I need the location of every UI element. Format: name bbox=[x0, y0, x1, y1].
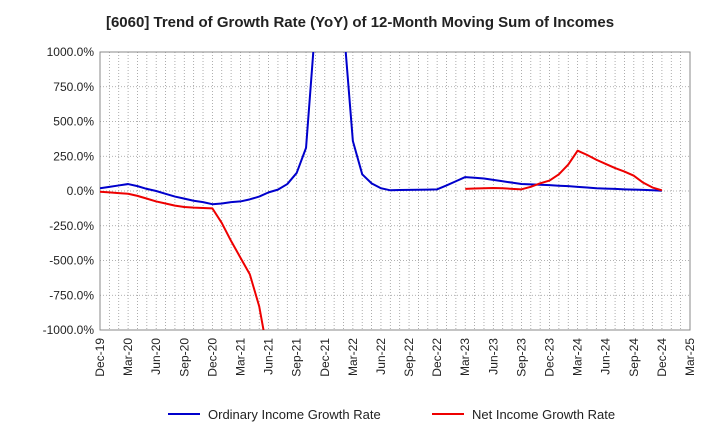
x-tick-label: Jun-21 bbox=[262, 338, 276, 375]
series-layer bbox=[100, 52, 663, 330]
y-tick-label: 500.0% bbox=[53, 115, 94, 129]
legend-label: Ordinary Income Growth Rate bbox=[208, 407, 381, 422]
x-tick-label: Sep-22 bbox=[402, 338, 416, 377]
x-tick-label: Mar-22 bbox=[346, 338, 360, 376]
x-tick-label: Mar-23 bbox=[458, 338, 472, 376]
chart-title: [6060] Trend of Growth Rate (YoY) of 12-… bbox=[105, 14, 615, 31]
x-tick-label: Sep-21 bbox=[290, 338, 304, 377]
x-tick-label: Jun-24 bbox=[599, 338, 613, 375]
x-tick-label: Jun-20 bbox=[149, 338, 163, 375]
x-tick-label: Jun-23 bbox=[486, 338, 500, 375]
x-tick-label: Mar-20 bbox=[121, 338, 135, 376]
plot-area-frame bbox=[99, 51, 691, 331]
y-tick-label: 0.0% bbox=[67, 184, 95, 198]
x-tick-label: Sep-24 bbox=[627, 338, 641, 377]
x-tick-label: Sep-20 bbox=[177, 338, 191, 377]
x-tick-label: Mar-25 bbox=[683, 338, 697, 376]
legend: Ordinary Income Growth Rate Net Income Gr… bbox=[168, 407, 615, 422]
x-tick-label: Dec-23 bbox=[543, 338, 557, 377]
x-axis-labels: Dec-19 Mar-20 Jun-20 Sep-20 Dec-20 Mar-21 Jun-… bbox=[93, 338, 697, 377]
net-income-growth-line bbox=[100, 149, 663, 330]
y-axis-labels: 1000.0% 750.0% 500.0% 250.0% 0.0% -250.0% -500… bbox=[43, 45, 95, 337]
y-tick-label: -1000.0% bbox=[43, 323, 95, 337]
y-tick-label: 250.0% bbox=[53, 149, 94, 163]
x-tick-label: Dec-19 bbox=[93, 338, 107, 377]
x-tick-label: Dec-21 bbox=[318, 338, 332, 377]
x-tick-label: Sep-23 bbox=[514, 338, 528, 377]
legend-label: Net Income Growth Rate bbox=[472, 407, 615, 422]
y-tick-label: -500.0% bbox=[49, 254, 94, 268]
x-tick-label: Mar-24 bbox=[571, 338, 585, 376]
y-tick-label: -750.0% bbox=[49, 288, 94, 302]
y-tick-label: 750.0% bbox=[53, 80, 94, 94]
y-tick-label: 1000.0% bbox=[47, 45, 95, 59]
ordinary-income-growth-line bbox=[100, 52, 662, 206]
x-tick-label: Dec-22 bbox=[430, 338, 444, 377]
x-tick-label: Jun-22 bbox=[374, 338, 388, 375]
y-tick-label: -250.0% bbox=[49, 219, 94, 233]
x-tick-label: Dec-20 bbox=[205, 338, 219, 377]
x-tick-label: Mar-21 bbox=[233, 338, 247, 376]
x-tick-label: Dec-24 bbox=[655, 338, 669, 377]
